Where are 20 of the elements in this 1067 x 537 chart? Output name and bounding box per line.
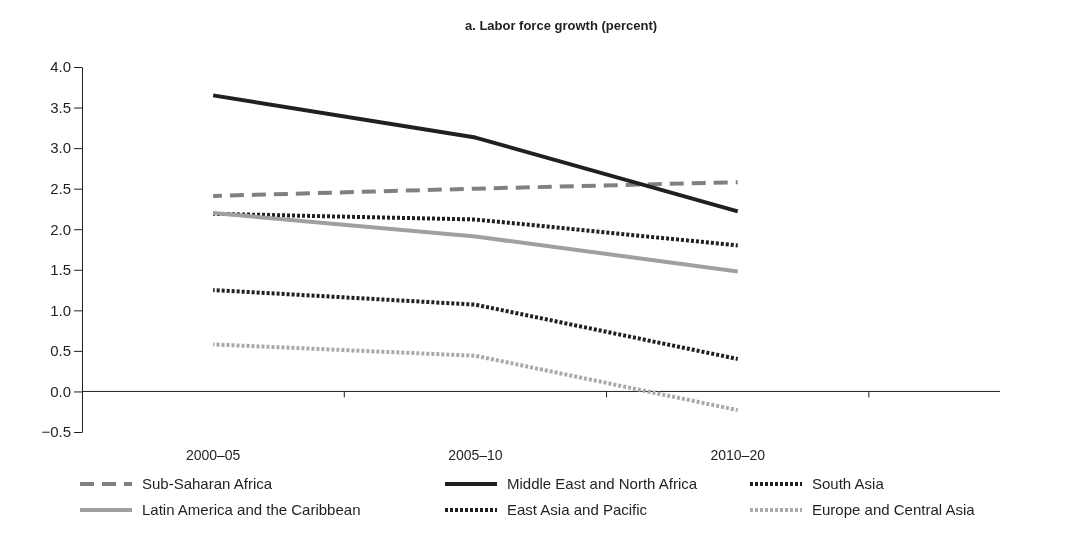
y-tick-label: −0.5 [41,423,71,441]
legend-label: Middle East and North Africa [507,475,698,492]
y-tick-label: 4.0 [50,58,71,76]
y-tick-label: 1.0 [50,301,71,319]
x-tick-label: 2010–20 [710,447,766,463]
y-tick-label: 0.0 [50,382,71,400]
legend-label: Europe and Central Asia [812,501,976,518]
legend-label: South Asia [812,475,885,492]
y-tick-label: 1.5 [50,261,71,279]
y-tick-label: 2.5 [50,179,71,197]
x-tick-label: 2005–10 [448,447,503,463]
chart-title: a. Labor force growth (percent) [464,18,658,33]
y-tick-label: 0.5 [50,342,71,360]
legend-label: East Asia and Pacific [507,501,648,518]
x-tick-label: 2000–05 [185,447,241,463]
legend-label: Sub-Saharan Africa [142,475,273,492]
y-tick-label: 2.0 [50,220,71,238]
legend-label: Latin America and the Caribbean [142,501,361,518]
y-tick-label: 3.5 [50,98,71,116]
y-tick-label: 3.0 [50,139,71,157]
